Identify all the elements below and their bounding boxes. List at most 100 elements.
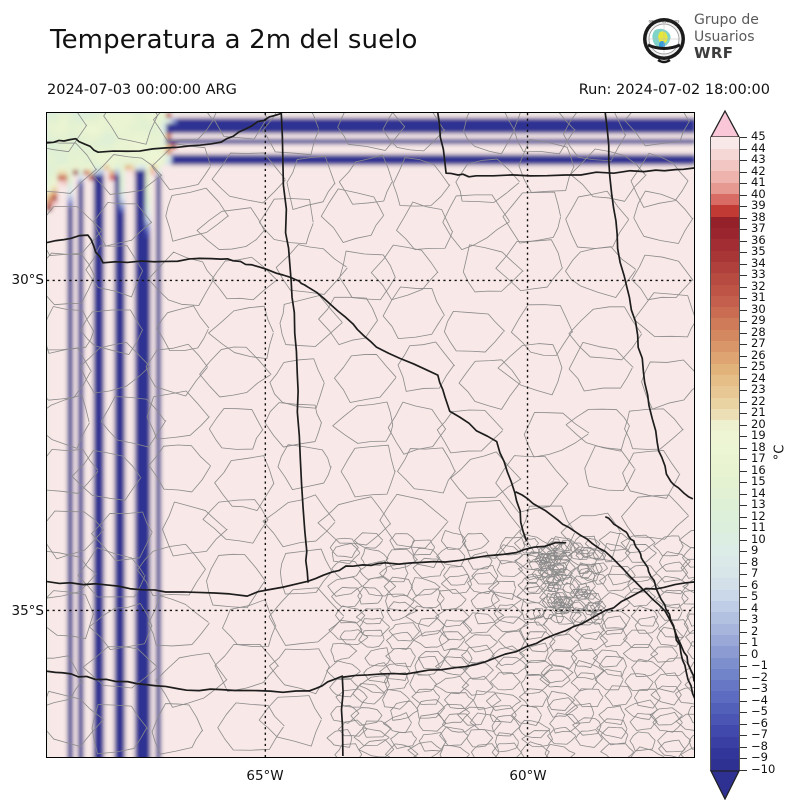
colorbar-cap-bottom-icon [710,770,740,800]
colorbar-tick-label: 25 [751,359,766,374]
colorbar-segment [710,148,740,161]
page-title: Temperatura a 2m del suelo [50,25,418,55]
map-plot-area[interactable] [46,112,695,758]
colorbar-tick [740,597,747,599]
colorbar-segment [710,656,740,669]
colorbar-tick-label: 4 [751,600,759,615]
colorbar-segment [710,521,740,534]
colorbar-tick [740,183,747,185]
colorbar-segment [710,532,740,545]
colorbar-tick [740,298,747,300]
colorbar-tick [740,620,747,622]
colorbar-tick [740,459,747,461]
colorbar-tick [740,723,747,725]
colorbar-tick [740,171,747,173]
colorbar-segment [710,555,740,568]
colorbar-gradient [710,137,740,771]
colorbar-tick [740,137,747,138]
colorbar-segment [710,679,740,692]
colorbar-tick-label: 24 [751,370,766,385]
colorbar-tick-label: 37 [751,221,766,236]
colorbar-segment [710,634,740,647]
colorbar-tick-label: 9 [751,543,759,558]
colorbar-tick-label: 5 [751,589,759,604]
colorbar-tick [740,689,747,691]
colorbar-tick [740,286,747,288]
colorbar-tick-label: 32 [751,278,766,293]
colorbar-tick [740,229,747,231]
lon-label-65w: 65°W [246,768,284,784]
colorbar-segment [710,419,740,432]
colorbar-tick [740,321,747,323]
colorbar-tick-label: −5 [751,704,768,719]
colorbar-tick-label: −9 [751,750,768,765]
colorbar-tick [740,332,747,334]
colorbar-segment [710,736,740,748]
colorbar-tick-label: 30 [751,301,766,316]
colorbar-segment [710,510,740,522]
valid-time-label: 2024-07-03 00:00:00 ARG [47,82,237,98]
colorbar-segment [710,577,740,590]
colorbar-segment [710,363,740,375]
colorbar-segment [710,170,740,183]
colorbar-tick [740,194,747,196]
colorbar-tick [740,643,747,645]
colorbar-tick [740,505,747,507]
colorbar-segment [710,227,740,240]
colorbar-tick [740,413,747,415]
colorbar-tick-label: 8 [751,554,759,569]
colorbar-tick [740,712,747,714]
colorbar-tick-label: 27 [751,336,766,351]
colorbar-segment [710,566,740,579]
colorbar-segment [710,317,740,330]
lat-label-35s: 35°S [11,603,45,619]
colorbar-segment [710,713,740,726]
colorbar-tick [740,677,747,679]
colorbar-tick-label: 20 [751,416,766,431]
colorbar-tick-label: 31 [751,290,766,305]
colorbar-tick [740,562,747,564]
colorbar-tick-label: 39 [751,198,766,213]
colorbar-segment [710,329,740,342]
colorbar-tick [740,551,747,553]
colorbar-segment [710,182,740,195]
colorbar-segment [710,193,740,206]
colorbar-tick-label: 6 [751,577,759,592]
globe-emblem-icon: GRUPO USUARIOS [643,18,685,64]
colorbar-tick-label: 38 [751,209,766,224]
colorbar-segment [710,747,740,760]
colorbar-tick-label: −6 [751,715,768,730]
colorbar-tick-label: 33 [751,267,766,282]
colorbar-segment [710,159,740,172]
colorbar-segment [710,430,740,443]
colorbar-segment [710,498,740,511]
colorbar-tick [740,355,747,357]
colorbar-tick [740,344,747,346]
colorbar-tick [740,436,747,438]
run-time-label: Run: 2024-07-02 18:00:00 [578,82,770,98]
colorbar-segment [710,600,740,613]
colorbar-tick [740,447,747,449]
colorbar-tick [740,654,747,656]
colorbar-tick [740,206,747,208]
colorbar-segment [710,137,740,149]
colorbar-tick [740,263,747,265]
temperature-field [47,113,694,757]
colorbar-tick-label: 17 [751,451,766,466]
colorbar-tick-label: 42 [751,163,766,178]
colorbar-segment [710,351,740,364]
colorbar-tick [740,735,747,737]
colorbar: 45 44 43 42 41 40 39 38 37 36 35 34 33 32 31 30 29 28 27 26… [710,110,796,800]
colorbar-segment [710,645,740,658]
colorbar-tick-label: −8 [751,738,768,753]
colorbar-tick-label: 29 [751,313,766,328]
colorbar-tick [740,482,747,484]
colorbar-tick [740,666,747,668]
colorbar-segment [710,543,740,556]
colorbar-tick-label: 36 [751,232,766,247]
logo-line-2: Usuarios [694,28,755,45]
colorbar-tick-label: −3 [751,681,768,696]
colorbar-tick-label: 28 [751,324,766,339]
colorbar-segment [710,306,740,319]
colorbar-tick [740,770,747,771]
